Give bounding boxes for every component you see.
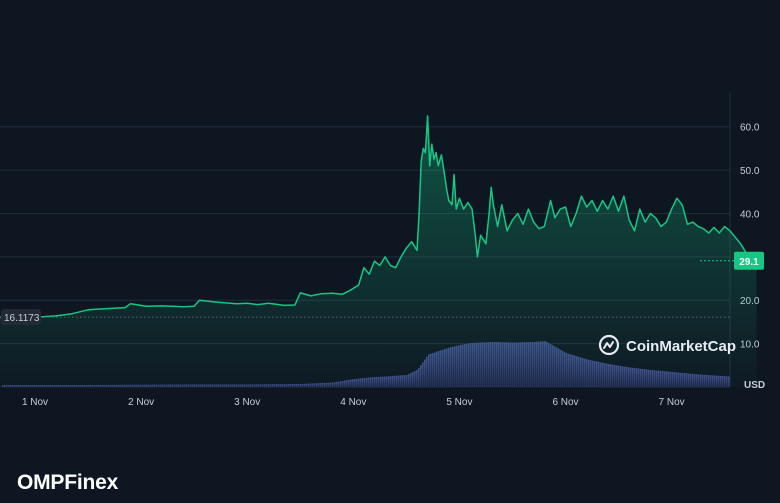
price-line xyxy=(0,115,757,318)
label-layer: 1 Nov 2 Nov 3 Nov 4 Nov 5 Nov 6 Nov 7 Nov xyxy=(22,397,685,408)
area-layer xyxy=(0,115,757,388)
reference-layer: 16.1173 29.1 xyxy=(0,251,764,326)
x-tick-label: 4 Nov xyxy=(340,397,366,408)
x-tick-label: 6 Nov xyxy=(552,397,578,408)
y-tick-label: 60.0 xyxy=(740,123,760,134)
x-tick-label: 3 Nov xyxy=(234,397,260,408)
current-price-label: 29.1 xyxy=(739,257,759,268)
line-layer xyxy=(0,115,757,318)
start-price-label: 16.1173 xyxy=(4,313,40,324)
brand-logo: OMPFinex xyxy=(17,471,118,495)
brand-name-accent: i xyxy=(76,471,83,494)
y-tick-label: 40.0 xyxy=(740,209,760,220)
price-area xyxy=(0,115,757,388)
x-tick-label: 7 Nov xyxy=(659,397,685,408)
brand-name-prefix: OMPF xyxy=(17,471,77,494)
coinmarketcap-watermark: CoinMarketCap xyxy=(598,334,736,356)
coinmarketcap-logo-icon xyxy=(598,334,620,356)
watermark-text: CoinMarketCap xyxy=(626,338,736,355)
start-price-badge xyxy=(1,309,41,326)
y-tick-label: 50.0 xyxy=(740,166,760,177)
current-price-badge xyxy=(734,251,764,270)
x-tick-label: 1 Nov xyxy=(22,397,48,408)
x-tick-label: 5 Nov xyxy=(446,397,472,408)
x-tick-label: 2 Nov xyxy=(128,397,154,408)
brand-name-suffix: nex xyxy=(82,471,119,494)
